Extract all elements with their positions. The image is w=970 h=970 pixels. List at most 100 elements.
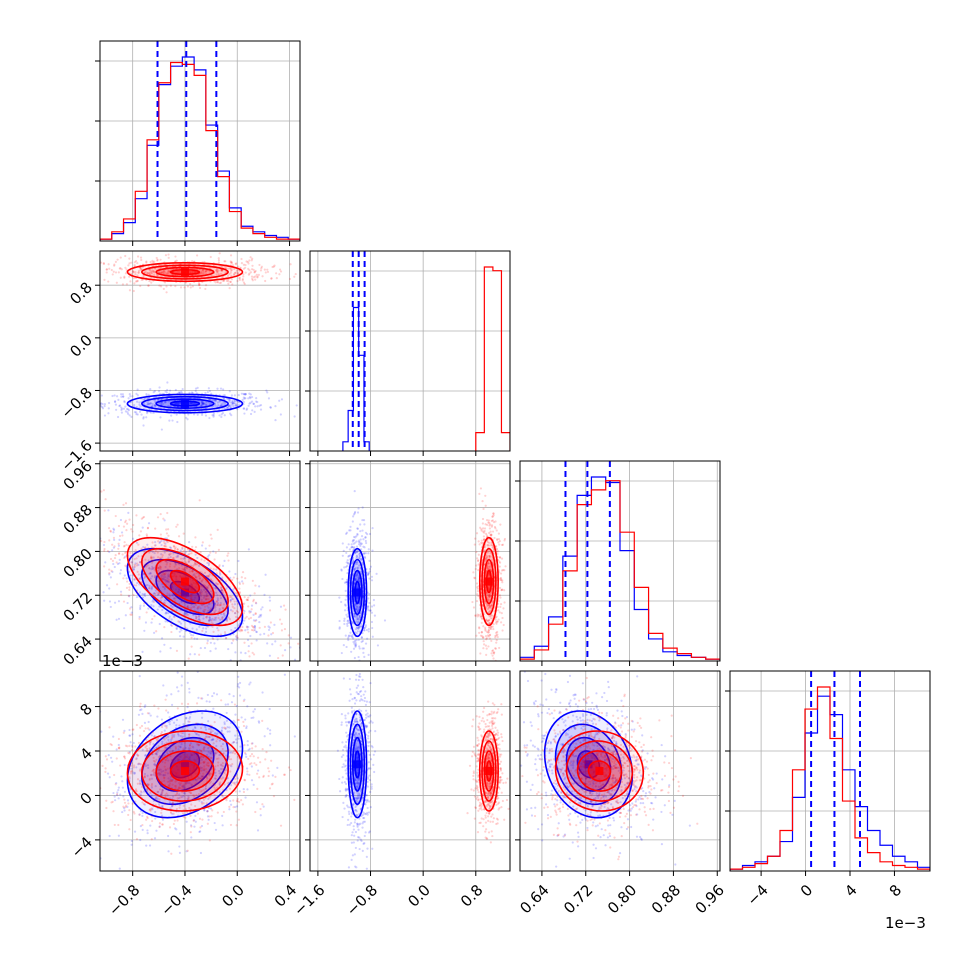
scatter-point: [128, 257, 131, 260]
scatter-point: [494, 527, 497, 530]
scatter-point: [475, 532, 479, 535]
scatter-point: [196, 662, 198, 664]
scatter-point: [367, 572, 370, 575]
scatter-point: [123, 729, 126, 732]
scatter-point: [356, 566, 359, 569]
scatter-point: [278, 618, 282, 621]
scatter-point: [104, 498, 107, 501]
scatter-point: [108, 267, 111, 270]
scatter-point: [220, 589, 223, 592]
scatter-point: [156, 516, 160, 519]
scatter-point: [362, 629, 366, 632]
scatter-point: [494, 647, 497, 650]
scatter-point: [295, 404, 298, 407]
scatter-point: [121, 780, 124, 783]
scatter-point: [206, 595, 209, 598]
scatter-point: [176, 420, 179, 424]
scatter-point: [498, 561, 502, 564]
scatter-point: [125, 407, 129, 411]
scatter-point: [216, 587, 219, 590]
scatter-point: [383, 619, 387, 622]
scatter-point: [201, 585, 204, 588]
scatter-point: [222, 607, 225, 610]
scatter-point: [140, 547, 143, 550]
scatter-point: [200, 592, 203, 595]
scatter-point: [249, 271, 253, 274]
scatter-point: [240, 392, 243, 395]
scatter-point: [166, 592, 169, 595]
scatter-point: [476, 557, 479, 560]
scatter-point: [124, 564, 127, 567]
scatter-point: [170, 618, 173, 621]
scatter-point: [351, 622, 354, 625]
scatter-point: [178, 851, 182, 855]
scatter-point: [233, 401, 236, 405]
scatter-point: [134, 270, 137, 274]
scatter-point: [191, 270, 194, 273]
scatter-point: [236, 636, 239, 639]
scatter-point: [279, 413, 282, 416]
scatter-point: [159, 541, 162, 544]
scatter-point: [144, 575, 147, 579]
scatter-point: [158, 605, 161, 608]
scatter-point: [172, 572, 175, 575]
scatter-point: [109, 576, 112, 579]
scatter-point: [361, 529, 364, 532]
scatter-point: [191, 260, 194, 263]
scatter-point: [203, 588, 206, 591]
scatter-point: [183, 568, 186, 571]
scatter-point: [151, 575, 154, 578]
scatter-point: [478, 627, 481, 630]
scatter-point: [363, 555, 366, 558]
scatter-point: [215, 568, 218, 571]
scatter-point: [247, 404, 250, 407]
scatter-point: [77, 577, 79, 579]
scatter-point: [245, 625, 249, 628]
scatter-point: [481, 500, 484, 503]
scatter-point: [164, 565, 167, 569]
scatter-point: [354, 645, 357, 648]
scatter-point: [110, 268, 113, 272]
scatter-point: [202, 402, 205, 405]
scatter-point: [490, 625, 493, 629]
scatter-point: [166, 271, 169, 275]
scatter-point: [200, 401, 203, 404]
scatter-point: [119, 590, 123, 593]
scatter-point: [259, 408, 263, 411]
scatter-point: [254, 619, 257, 623]
scatter-point: [356, 533, 359, 536]
scatter-point: [176, 271, 179, 274]
scatter-point: [186, 575, 189, 578]
scatter-point: [179, 592, 182, 595]
scatter-point: [359, 530, 362, 533]
scatter-point: [166, 561, 169, 564]
scatter-point: [203, 559, 206, 562]
scatter-point: [354, 576, 357, 580]
scatter-point: [138, 577, 141, 580]
scatter-point: [487, 645, 490, 648]
scatter-point: [133, 282, 136, 285]
scatter-point: [250, 624, 254, 627]
scatter-point: [177, 590, 180, 593]
scatter-point: [209, 649, 212, 653]
scatter-point: [498, 543, 501, 546]
scatter-point: [363, 546, 366, 549]
scatter-point: [208, 554, 211, 557]
scatter-point: [208, 544, 211, 547]
scatter-point: [121, 810, 124, 814]
scatter-point: [242, 612, 245, 615]
scatter-point: [171, 575, 174, 578]
scatter-point: [221, 618, 224, 621]
scatter-point: [354, 627, 358, 631]
scatter-point: [221, 269, 224, 272]
scatter-point: [354, 552, 357, 555]
scatter-point: [179, 286, 183, 289]
scatter-point: [171, 593, 174, 597]
scatter-point: [121, 718, 125, 721]
scatter-point: [349, 554, 352, 557]
scatter-point: [229, 598, 232, 602]
scatter-point: [153, 615, 156, 618]
scatter-point: [154, 817, 157, 820]
scatter-point: [491, 649, 495, 652]
scatter-point: [179, 635, 182, 638]
